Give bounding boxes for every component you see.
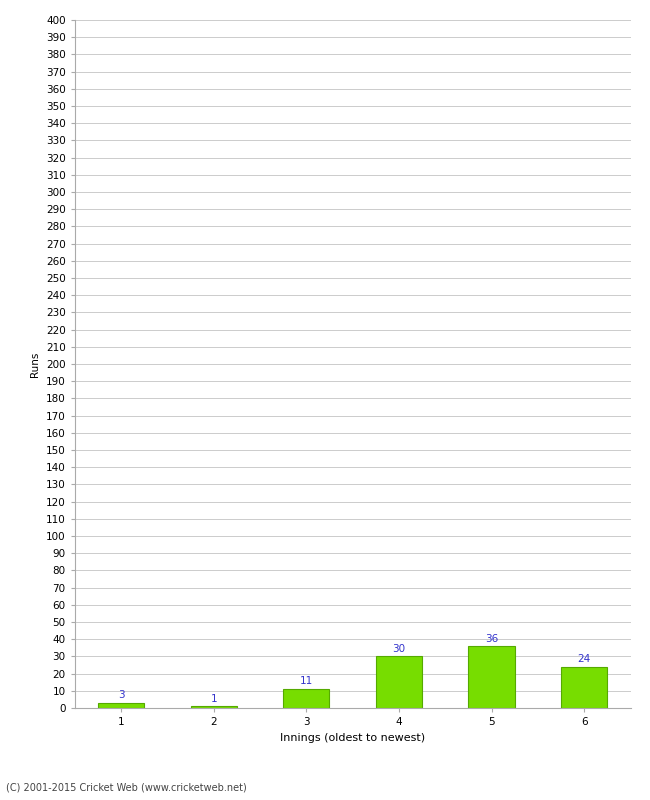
Text: 30: 30 xyxy=(393,644,406,654)
Bar xyxy=(376,656,422,708)
Bar xyxy=(283,689,330,708)
X-axis label: Innings (oldest to newest): Innings (oldest to newest) xyxy=(280,733,425,742)
Text: 36: 36 xyxy=(485,634,498,643)
Text: 1: 1 xyxy=(211,694,217,704)
Bar xyxy=(561,666,607,708)
Text: (C) 2001-2015 Cricket Web (www.cricketweb.net): (C) 2001-2015 Cricket Web (www.cricketwe… xyxy=(6,782,247,792)
Text: 24: 24 xyxy=(578,654,591,664)
Text: 3: 3 xyxy=(118,690,124,700)
Y-axis label: Runs: Runs xyxy=(31,351,40,377)
Bar xyxy=(469,646,515,708)
Text: 11: 11 xyxy=(300,677,313,686)
Bar xyxy=(190,706,237,708)
Bar xyxy=(98,703,144,708)
